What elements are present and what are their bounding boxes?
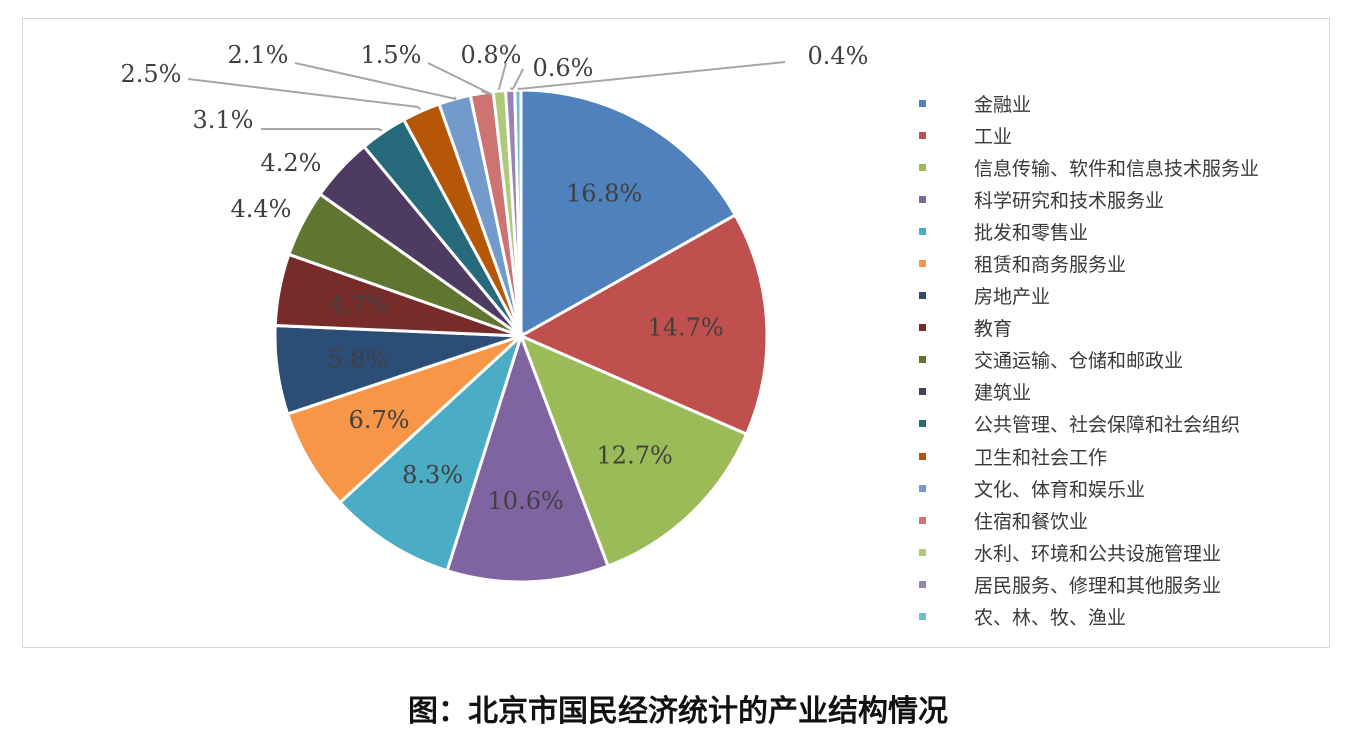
slice-label: 1.5% — [361, 41, 422, 69]
legend-item: 信息传输、软件和信息技术服务业 — [919, 151, 1356, 183]
slice-label: 6.7% — [349, 406, 410, 434]
chart-caption: 图：北京市国民经济统计的产业结构情况 — [408, 694, 948, 729]
legend-item: 住宿和餐饮业 — [919, 504, 1356, 536]
legend-swatch — [919, 452, 926, 460]
legend-label: 工业 — [974, 125, 1013, 148]
legend-label: 建筑业 — [974, 382, 1032, 405]
legend-item: 文化、体育和娱乐业 — [919, 472, 1356, 504]
legend-swatch — [919, 260, 926, 268]
legend: 金融业工业信息传输、软件和信息技术服务业 科学研究和技术服务业 批发和零售业租赁和商… — [919, 87, 1356, 633]
chart-frame: 16.8% 14.7% 12.7% 10.6% 8.3% 6.7% 5.8% 4.7% 4.4%… — [22, 18, 1330, 648]
legend-swatch — [919, 99, 926, 107]
legend-swatch — [919, 195, 926, 203]
legend-swatch — [919, 613, 926, 621]
slice-label: 8.3% — [402, 461, 463, 489]
legend-item: 卫生和社会工作 — [919, 440, 1356, 472]
leader-line — [517, 61, 786, 91]
legend-label: 租赁和商务服务业 — [974, 254, 1127, 277]
slice-label: 5.8% — [327, 345, 388, 373]
legend-swatch — [919, 356, 926, 364]
slice-label: 16.8% — [566, 180, 642, 208]
leader-line — [497, 62, 507, 91]
legend-swatch — [919, 420, 926, 428]
legend-swatch — [919, 163, 926, 171]
slice-label: 0.8% — [461, 41, 522, 69]
legend-item: 交通运输、仓储和邮政业 — [919, 344, 1356, 376]
legend-swatch — [919, 580, 926, 588]
legend-label: 公共管理、社会保障和社会组织 — [974, 414, 1241, 437]
legend-item: 建筑业 — [919, 376, 1356, 408]
slice-label: 10.6% — [488, 487, 564, 515]
leader-line — [261, 128, 383, 132]
legend-swatch — [919, 324, 926, 332]
pie-slice — [445, 331, 610, 584]
legend-label: 交通运输、仓储和邮政业 — [974, 350, 1184, 373]
pie-slice — [517, 212, 769, 437]
legend-label: 居民服务、修理和其他服务业 — [974, 574, 1222, 597]
slice-label: 0.6% — [533, 54, 594, 82]
legend-label: 农、林、牧、渔业 — [974, 607, 1127, 630]
legend-label: 金融业 — [974, 93, 1032, 116]
legend-swatch — [919, 548, 926, 556]
legend-label: 卫生和社会工作 — [974, 446, 1108, 469]
leader-line — [187, 78, 421, 111]
legend-item: 工业 — [919, 119, 1356, 151]
slice-label: 14.7% — [647, 313, 723, 341]
pie-slice — [518, 333, 749, 569]
legend-label: 信息传输、软件和信息技术服务业 — [974, 157, 1260, 180]
slice-label: 3.1% — [193, 106, 254, 134]
slice-label: 4.2% — [261, 149, 322, 177]
slice-label: 4.4% — [231, 195, 292, 223]
legend-swatch — [919, 292, 926, 300]
legend-item: 公共管理、社会保障和社会组织 — [919, 408, 1356, 440]
legend-item: 水利、环境和公共设施管理业 — [919, 536, 1356, 568]
legend-label: 教育 — [974, 318, 1013, 341]
legend-item: 农、林、牧、渔业 — [919, 601, 1356, 633]
pie-slice — [337, 331, 525, 573]
pie-slice — [519, 88, 738, 339]
legend-item: 科学研究和技术服务业 — [919, 183, 1356, 215]
slice-label: 12.7% — [597, 441, 673, 469]
legend-item: 批发和零售业 — [919, 215, 1356, 247]
slice-label: 4.7% — [329, 291, 390, 319]
legend-label: 住宿和餐饮业 — [974, 510, 1089, 533]
legend-swatch — [919, 516, 926, 524]
legend-swatch — [919, 131, 926, 139]
legend-swatch — [919, 484, 926, 492]
legend-item: 居民服务、修理和其他服务业 — [919, 568, 1356, 600]
legend-label: 科学研究和技术服务业 — [974, 189, 1165, 212]
pie-chart: 16.8% 14.7% 12.7% 10.6% 8.3% 6.7% 5.8% 4.7% 4.4%… — [121, 41, 869, 584]
legend-item: 房地产业 — [919, 280, 1356, 312]
legend-label: 房地产业 — [974, 286, 1051, 309]
legend-label: 文化、体育和娱乐业 — [974, 478, 1146, 501]
legend-item: 教育 — [919, 312, 1356, 344]
slice-label: 0.4% — [808, 42, 869, 70]
slice-label: 2.1% — [228, 41, 289, 69]
legend-label: 水利、环境和公共设施管理业 — [974, 542, 1222, 565]
legend-item: 租赁和商务服务业 — [919, 247, 1356, 279]
legend-swatch — [919, 227, 926, 235]
legend-label: 批发和零售业 — [974, 221, 1089, 244]
legend-item: 金融业 — [919, 87, 1356, 119]
leader-line — [294, 62, 457, 100]
slice-label: 2.5% — [121, 60, 182, 88]
leader-line — [509, 68, 524, 91]
pie-slice — [513, 88, 523, 337]
legend-swatch — [919, 388, 926, 396]
